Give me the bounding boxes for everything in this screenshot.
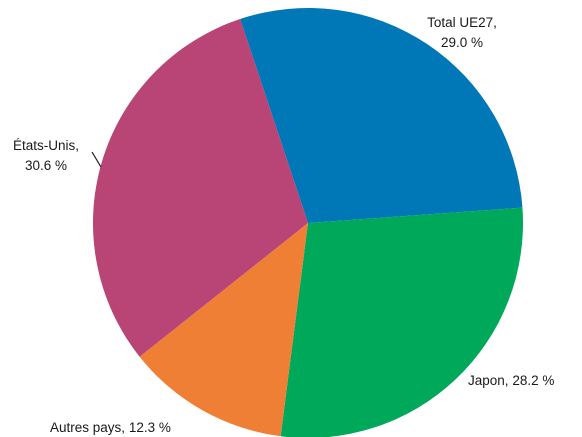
slice-label-japon: Japon, 28.2 % [468,373,554,388]
slice-label-total-ue27: Total UE27, [427,15,497,30]
slice-label-etats-unis: États-Unis, [13,138,79,153]
pie-slice-japon [281,208,523,437]
slice-value-autres-pays: 12.3 % [129,420,171,435]
leader-line-etats-unis [92,152,101,167]
slice-label-autres-pays-name: Autres pays, [50,420,125,435]
slice-label-autres-pays: Autres pays, 12.3 % [50,420,171,435]
slice-label-japon-name: Japon, [468,373,509,388]
slice-value-etats-unis: 30.6 % [25,158,67,173]
pie-slices [93,8,523,437]
slice-value-japon: 28.2 % [512,373,554,388]
slice-value-total-ue27: 29.0 % [441,35,483,50]
